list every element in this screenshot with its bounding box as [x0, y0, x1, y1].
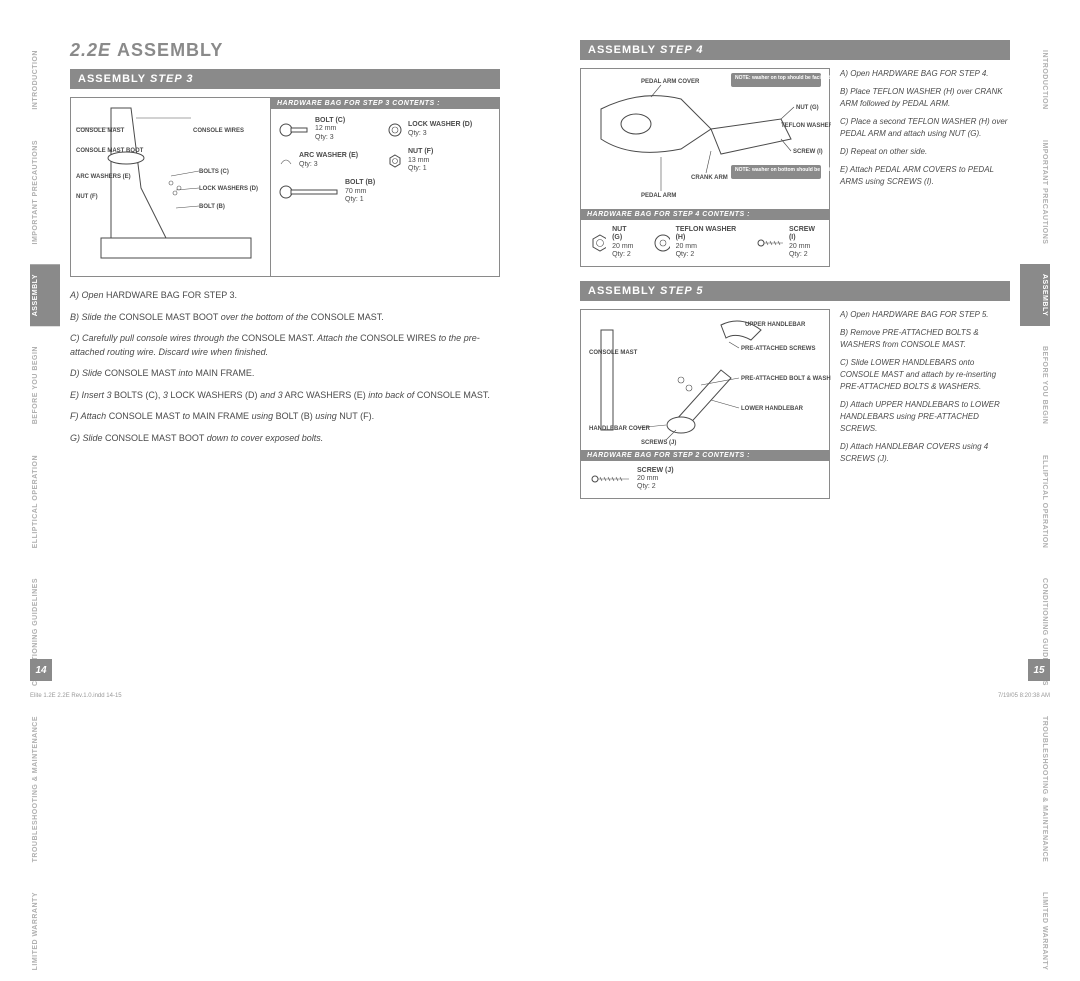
svg-text:CONSOLE WIRES: CONSOLE WIRES — [193, 128, 244, 134]
tab-precautions: IMPORTANT PRECAUTIONS — [30, 130, 60, 254]
svg-text:NUT (F): NUT (F) — [76, 194, 98, 200]
tab-introduction-r: INTRODUCTION — [1020, 40, 1050, 120]
side-tabs-left: INTRODUCTION IMPORTANT PRECAUTIONS ASSEM… — [30, 40, 60, 981]
svg-text:LOCK WASHERS (D): LOCK WASHERS (D) — [199, 186, 258, 192]
step5-diagram: UPPER HANDLEBAR CONSOLE MAST PRE-ATTACHE… — [580, 309, 830, 499]
svg-text:TEFLON WASHERS (H): TEFLON WASHERS (H) — [781, 123, 831, 129]
svg-text:NOTE: washer on bottom should: NOTE: washer on bottom should be facing … — [735, 167, 831, 173]
hw-lock-washer-d: LOCK WASHER (D)Qty: 3 — [388, 117, 491, 142]
hw-nut-g: NUT (G)20 mmQty: 2 — [591, 226, 634, 260]
svg-text:LOWER HANDLEBAR: LOWER HANDLEBAR — [741, 406, 804, 412]
step3-layout: CONSOLE MAST CONSOLE WIRES CONSOLE MAST … — [70, 97, 500, 277]
svg-text:PEDAL ARM: PEDAL ARM — [641, 193, 676, 199]
page-15: INTRODUCTION IMPORTANT PRECAUTIONS ASSEM… — [540, 0, 1080, 711]
footer-timestamp: 7/19/05 8:20:38 AM — [998, 693, 1050, 699]
footer-file: Elite 1.2E 2.2E Rev.1.0.indd 14-15 — [30, 693, 122, 699]
main-title: 2.2E ASSEMBLY — [70, 40, 500, 61]
tab-precautions-r: IMPORTANT PRECAUTIONS — [1020, 130, 1050, 254]
svg-text:CRANK ARM: CRANK ARM — [691, 175, 728, 181]
footer: Elite 1.2E 2.2E Rev.1.0.indd 14-15 7/19/… — [30, 693, 1050, 699]
tab-warranty: LIMITED WARRANTY — [30, 882, 60, 980]
step4-header: ASSEMBLY STEP 4 — [580, 40, 1010, 60]
svg-text:NOTE: washer on top should be: NOTE: washer on top should be facing bla… — [735, 75, 831, 81]
hw-bolt-b: BOLT (B)70 mmQty: 1 — [279, 179, 491, 204]
hw-screw-i: SCREW (I)20 mmQty: 2 — [757, 226, 819, 260]
side-tabs-right: INTRODUCTION IMPORTANT PRECAUTIONS ASSEM… — [1020, 40, 1050, 981]
step3-diagram: CONSOLE MAST CONSOLE WIRES CONSOLE MAST … — [70, 97, 270, 277]
hw-arc-washer-e: ARC WASHER (E)Qty: 3 — [279, 148, 382, 173]
svg-text:PRE-ATTACHED BOLT & WASHER: PRE-ATTACHED BOLT & WASHER — [741, 376, 831, 382]
tab-introduction: INTRODUCTION — [30, 40, 60, 120]
tab-assembly: ASSEMBLY — [30, 264, 60, 326]
tab-troubleshooting-r: TROUBLESHOOTING & MAINTENANCE — [1020, 706, 1050, 872]
hw-bolt-c: BOLT (C)12 mmQty: 3 — [279, 117, 382, 142]
svg-text:ARC WASHERS (E): ARC WASHERS (E) — [76, 174, 131, 180]
tab-assembly-r: ASSEMBLY — [1020, 264, 1050, 326]
svg-text:NUT (G): NUT (G) — [796, 105, 819, 111]
step3-hardware: HARDWARE BAG FOR STEP 3 CONTENTS : BOLT … — [270, 97, 500, 277]
step3-header: ASSEMBLY STEP 3 — [70, 69, 500, 89]
svg-text:SCREWS (J): SCREWS (J) — [641, 440, 676, 446]
svg-text:CONSOLE MAST: CONSOLE MAST — [589, 350, 638, 356]
svg-text:UPPER HANDLEBAR: UPPER HANDLEBAR — [745, 322, 806, 328]
tab-before-r: BEFORE YOU BEGIN — [1020, 336, 1050, 434]
svg-text:PEDAL ARM COVER: PEDAL ARM COVER — [641, 79, 700, 85]
svg-text:PRE-ATTACHED SCREWS: PRE-ATTACHED SCREWS — [741, 346, 815, 352]
tab-warranty-r: LIMITED WARRANTY — [1020, 882, 1050, 980]
tab-operation-r: ELLIPTICAL OPERATION — [1020, 445, 1050, 558]
step5-instructions: A) Open HARDWARE BAG FOR STEP 5. B) Remo… — [840, 309, 1010, 499]
page-number-14: 14 — [30, 659, 52, 681]
hw-screw-j: SCREW (J)20 mmQty: 2 — [591, 467, 674, 492]
page-14: INTRODUCTION IMPORTANT PRECAUTIONS ASSEM… — [0, 0, 540, 711]
step3-instructions: A) Open HARDWARE BAG FOR STEP 3. B) Slid… — [70, 289, 500, 445]
step4-instructions: A) Open HARDWARE BAG FOR STEP 4. B) Plac… — [840, 68, 1010, 267]
tab-before: BEFORE YOU BEGIN — [30, 336, 60, 434]
step5-header: ASSEMBLY STEP 5 — [580, 281, 1010, 301]
svg-text:BOLTS (C): BOLTS (C) — [199, 169, 229, 175]
page-number-15: 15 — [1028, 659, 1050, 681]
tab-troubleshooting: TROUBLESHOOTING & MAINTENANCE — [30, 706, 60, 872]
hw-teflon-washer-h: TEFLON WASHER (H)20 mmQty: 2 — [654, 226, 737, 260]
step4-diagram: NOTE: washer on top should be facing bla… — [580, 68, 830, 267]
svg-text:HANDLEBAR COVER: HANDLEBAR COVER — [589, 426, 651, 432]
hw-nut-f: NUT (F)13 mmQty: 1 — [388, 148, 491, 173]
svg-text:CONSOLE MAST: CONSOLE MAST — [76, 128, 125, 134]
svg-text:SCREW (I): SCREW (I) — [793, 149, 823, 155]
svg-text:BOLT (B): BOLT (B) — [199, 204, 225, 210]
tab-operation: ELLIPTICAL OPERATION — [30, 445, 60, 558]
